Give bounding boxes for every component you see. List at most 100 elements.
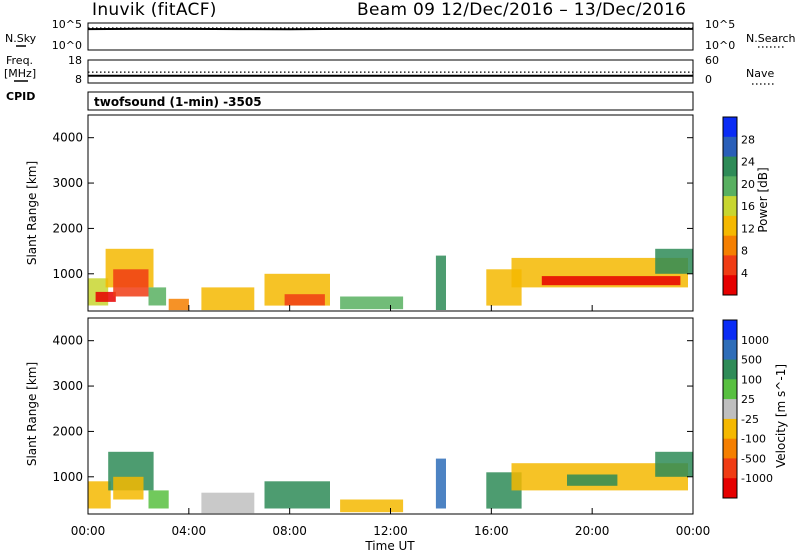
freq-right-label: Nave: [746, 67, 774, 80]
noise-series-line: [87, 27, 693, 31]
colorbar-segment: [723, 458, 737, 479]
ytick-label: 1000: [52, 267, 83, 281]
colorbar-frame: [722, 319, 738, 499]
freq-right-tick-top: 60: [705, 54, 719, 67]
colorbar-tick-label: -1000: [741, 472, 773, 485]
heatmap-region: [435, 255, 446, 310]
beam-label: Beam 09: [357, 0, 436, 20]
velocity-ylabel: Slant Range [km]: [25, 362, 39, 466]
ytick-label: 1000: [52, 470, 83, 484]
ytick-label: 3000: [52, 176, 83, 190]
colorbar-tick-label: 1000: [741, 334, 769, 347]
noise-right-tick-top: 10^5: [705, 18, 735, 31]
colorbar-segment: [723, 478, 737, 499]
noise-right-tick-bottom: 10^0: [705, 39, 735, 52]
xtick-label: 16:00: [474, 524, 509, 538]
freq-left-label: Freq.: [6, 54, 33, 67]
freq-left-tick-bottom: 8: [75, 73, 82, 86]
colorbar-tick-label: 25: [741, 393, 755, 406]
colorbar-tick-label: 20: [741, 178, 755, 191]
ytick-label: 2000: [52, 424, 83, 438]
date-range: 12/Dec/2016 – 13/Dec/2016: [441, 0, 687, 20]
ytick-label: 3000: [52, 379, 83, 393]
power-colorbar-label: Power [dB]: [756, 167, 770, 232]
colorbar-segment: [723, 156, 737, 177]
cpid-label: CPID: [6, 90, 35, 103]
time-xlabel: Time UT: [364, 539, 415, 553]
heatmap-region: [340, 499, 404, 513]
power-colorbar: 28 24 20 16 12 8 4: [722, 116, 755, 296]
velocity-colorbar: 1000 500 100 25 -25 -100 -500 -1000: [722, 319, 773, 499]
heatmap-region: [655, 451, 693, 477]
colorbar-segment: [723, 320, 737, 341]
time-axis: 00:00 04:00 08:00 12:00 16:00 20:00 00:00: [71, 305, 711, 538]
ytick-label: 2000: [52, 221, 83, 235]
colorbar-segment: [723, 379, 737, 400]
colorbar-tick-label: 8: [741, 245, 748, 258]
freq-right-tick-bottom: 0: [705, 73, 712, 86]
velocity-data-group: [88, 451, 693, 514]
colorbar-tick-label: 28: [741, 133, 755, 146]
colorbar-segment: [723, 196, 737, 217]
colorbar-segment: [723, 418, 737, 440]
colorbar-segment: [723, 235, 737, 256]
velocity-colorbar-label: Velocity [m s^-1]: [774, 364, 788, 468]
heatmap-region: [88, 481, 111, 509]
colorbar-segment: [723, 136, 737, 158]
xtick-label: 00:00: [676, 524, 711, 538]
freq-series-group: [88, 71, 693, 77]
colorbar-tick-label: -25: [741, 413, 759, 426]
colorbar-tick-label: 100: [741, 373, 762, 386]
colorbar-segment: [723, 255, 737, 276]
velocity-axes-group: 4000 3000 2000 1000: [52, 334, 693, 484]
power-axes-group: 4000 3000 2000 1000: [52, 131, 693, 281]
cpid-panel-frame: [87, 91, 694, 111]
heatmap-region: [113, 476, 144, 500]
freq-left-tick-top: 18: [68, 54, 82, 67]
heatmap-region: [435, 458, 446, 509]
colorbar-segment: [723, 215, 737, 237]
heatmap-region: [284, 294, 325, 306]
heatmap-region: [567, 474, 618, 486]
colorbar-segment: [723, 117, 737, 138]
heatmap-region: [148, 490, 169, 509]
station-title: Inuvik (fitACF): [92, 0, 217, 20]
colorbar-tick-label: -500: [741, 452, 766, 465]
heatmap-region: [541, 276, 681, 286]
xtick-label: 12:00: [373, 524, 408, 538]
noise-left-tick-bottom: 10^0: [52, 39, 82, 52]
heatmap-region: [148, 287, 167, 306]
colorbar-segment: [723, 359, 737, 380]
heatmap-region: [340, 296, 404, 310]
heatmap-region: [655, 248, 693, 274]
power-ylabel: Slant Range [km]: [25, 161, 39, 265]
colorbar-tick-label: -100: [741, 433, 766, 446]
colorbar-tick-label: 24: [741, 156, 755, 169]
ytick-label: 4000: [52, 334, 83, 348]
xtick-label: 00:00: [71, 524, 106, 538]
freq-panel-frame: [87, 59, 694, 84]
noise-panel-frame: [87, 22, 694, 51]
colorbar-tick-label: 4: [741, 267, 748, 280]
colorbar-segment: [723, 275, 737, 296]
xtick-label: 08:00: [272, 524, 307, 538]
xtick-label: 20:00: [575, 524, 610, 538]
colorbar-tick-label: 12: [741, 222, 755, 235]
heatmap-region: [113, 269, 149, 297]
heatmap-region: [95, 291, 116, 302]
heatmap-region: [264, 481, 330, 509]
colorbar-frame: [722, 116, 738, 296]
colorbar-segment: [723, 176, 737, 197]
noise-left-tick-top: 10^5: [52, 18, 82, 31]
cpid-value: twofsound (1-min) -3505: [94, 95, 262, 109]
power-data-group: [88, 248, 693, 311]
freq-left-unit: [MHz]: [4, 67, 36, 80]
ytick-label: 4000: [52, 131, 83, 145]
xtick-label: 04:00: [172, 524, 207, 538]
colorbar-tick-label: 16: [741, 200, 755, 213]
noise-left-label: N.Sky: [5, 32, 37, 45]
colorbar-segment: [723, 339, 737, 361]
colorbar-segment: [723, 399, 737, 420]
colorbar-tick-label: 500: [741, 354, 762, 367]
